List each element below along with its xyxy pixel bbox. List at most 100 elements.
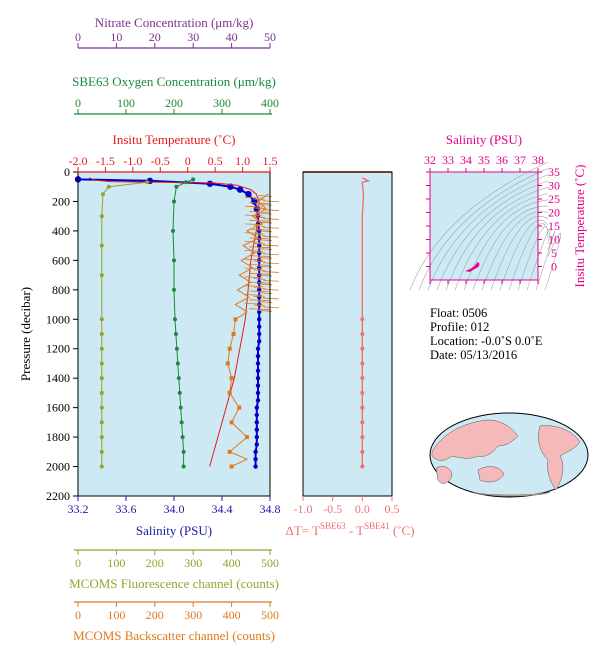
pressure-tick-label: 2000 [46,460,70,474]
ts-y-tick-label: 35 [548,165,560,179]
backscatter-spike [249,272,270,275]
pressure-tick-label: 200 [52,194,70,208]
pressure-tick-label: 2200 [46,489,70,503]
delta-t-tick-label: 0.0 [355,502,370,516]
oxygen-point [174,184,179,189]
oxygen-point [173,332,178,336]
backscatter-tick-label: 300 [184,608,202,622]
delta-t-line [361,177,371,467]
oxygen-profile-line [172,178,194,467]
ts-x-tick-label: 35 [478,153,490,167]
fluorescence-tick-label: 400 [223,556,241,570]
backscatter-spike [253,216,266,219]
ts-density-contour [463,199,549,291]
fluorescence-point [99,317,104,322]
salinity-axis-label: Salinity (PSU) [136,523,212,538]
ts-density-contour [454,193,549,291]
delta-t-point [360,332,365,336]
fluorescence-point [99,464,104,469]
backscatter-spike [244,214,263,217]
backscatter-point [233,317,238,322]
backscatter-spike [253,287,266,289]
backscatter-spike [253,295,266,298]
salinity-point [257,287,262,293]
fluorescence-axis-label: MCOMS Fluorescence channel (counts) [69,576,279,591]
salinity-point [254,434,259,440]
backscatter-spike [263,297,279,300]
backscatter-spike [263,306,279,309]
delta-t-point [360,346,365,351]
nitrate-tick-label: 40 [226,30,238,44]
oxygen-point [172,199,176,204]
world-map-land-americas [538,425,581,491]
ts-density-contour [418,168,549,291]
backscatter-spike [263,279,279,282]
ts-profile-trace [465,261,480,272]
backscatter-spike [244,258,263,261]
ts-y-tick-label: 30 [548,179,560,193]
backscatter-tick-label: 500 [261,608,279,622]
salinity-point [253,464,258,469]
ts-y-tick-label: 15 [548,219,560,233]
oxygen-point [178,405,183,410]
backscatter-spike [244,223,263,226]
temperature-tick-label: -1.0 [123,154,142,168]
ts-density-contour [436,180,549,291]
fluorescence-tick-label: 500 [261,556,279,570]
world-map-land-africa [435,466,453,484]
backscatter-spike [253,207,266,210]
backscatter-spike [263,271,279,273]
backscatter-spike [249,202,270,204]
salinity-point [257,339,262,344]
backscatter-spike [244,205,263,208]
backscatter-spike [244,232,263,234]
backscatter-spike [253,198,266,201]
world-map [429,412,589,498]
ts-ylabel: Insitu Temperature (˚C) [572,164,587,287]
ts-density-contour [535,231,556,291]
fluorescence-point [99,420,104,425]
backscatter-spike [263,226,279,229]
salinity-point [257,243,262,248]
fluorescence-point [106,184,111,189]
salinity-point [257,294,262,300]
nitrate-tick-label: 10 [110,30,122,44]
backscatter-point [229,464,234,469]
oxygen-point [172,258,176,263]
oxygen-tick-label: 400 [261,96,279,110]
salinity-point [245,190,252,198]
fluorescence-point [99,214,104,219]
backscatter-tick-label: 400 [223,608,241,622]
fluorescence-point [99,376,104,381]
oxygen-point [180,435,185,440]
delta-t-point [360,435,365,440]
backscatter-spike [263,288,279,291]
oxygen-point [172,287,176,292]
oxygen-point [191,177,196,182]
backscatter-spike [253,225,266,227]
backscatter-spike [244,241,263,243]
pressure-tick-label: 600 [52,253,70,267]
delta-t-point [360,420,365,425]
backscatter-point [229,376,234,381]
nitrate-tick-label: 20 [149,30,161,44]
salinity-tick-label: 34.4 [212,502,233,516]
pressure-tick-label: 1600 [46,401,70,415]
backscatter-tick-label: 200 [146,608,164,622]
backscatter-spike [244,294,263,296]
salinity-point [255,353,261,359]
backscatter-spike [253,269,266,272]
backscatter-spike [249,308,270,310]
delta-t-point [360,390,365,395]
fluorescence-point [99,332,104,336]
nitrate-tick-label: 0 [75,30,81,44]
oxygen-point [177,390,182,395]
salinity-point [257,250,262,256]
fluorescence-point [99,449,104,454]
delta-t-tick-label: -0.5 [323,502,342,516]
backscatter-spike [263,200,279,203]
backscatter-point [229,420,234,425]
backscatter-spike [249,228,270,231]
ts-density-contour [481,211,549,291]
backscatter-point [227,390,232,395]
